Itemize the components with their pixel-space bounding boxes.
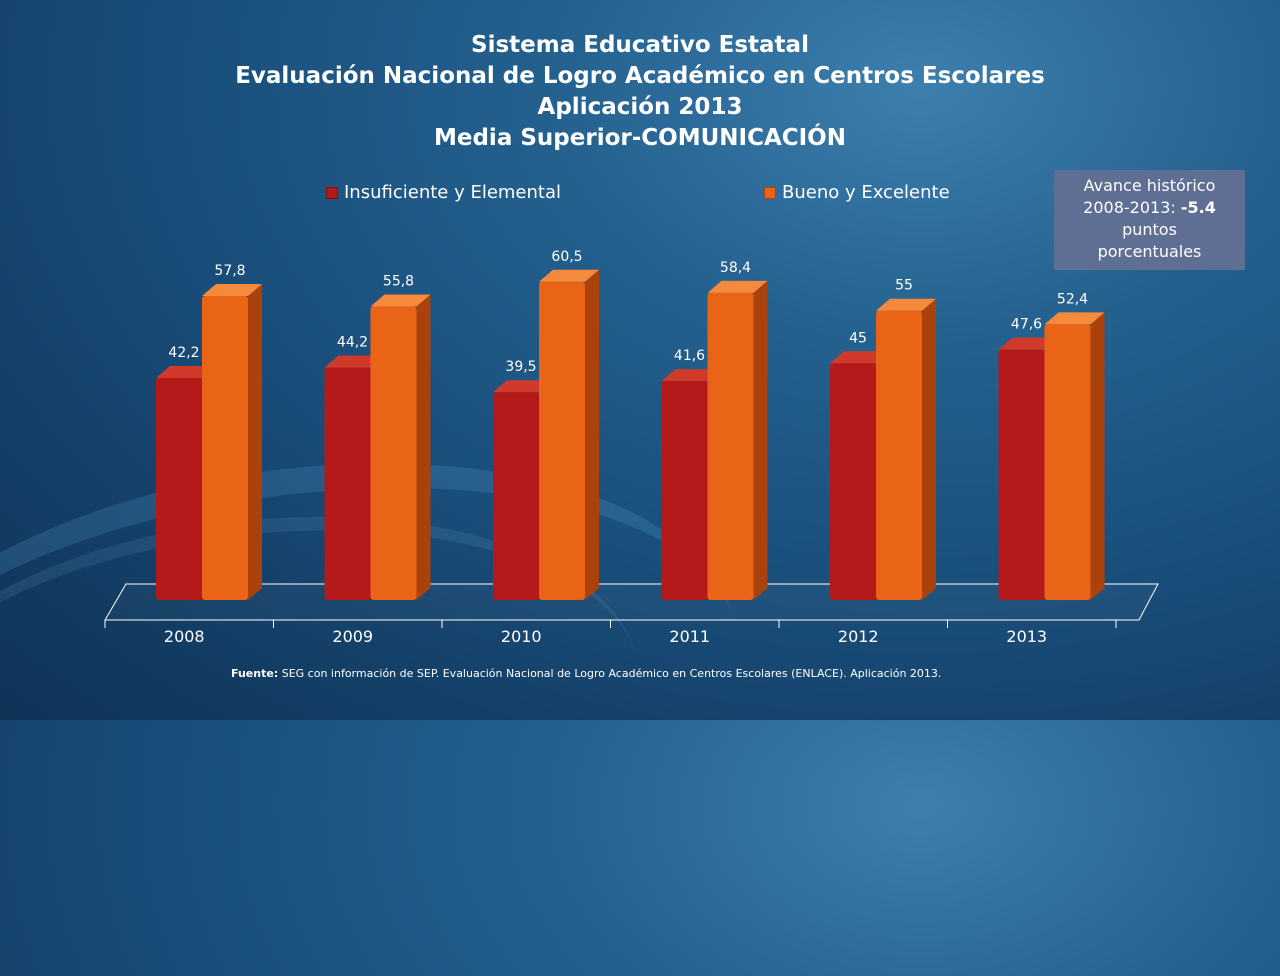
- bar-front: [1044, 324, 1091, 600]
- bar-front: [539, 281, 585, 600]
- bar-front: [998, 349, 1045, 600]
- bar-top: [493, 380, 553, 393]
- data-label-series-1: 42,2: [168, 345, 199, 361]
- note-line-4: porcentuales: [1097, 242, 1202, 261]
- bar-front: [707, 292, 754, 600]
- bar-front: [156, 378, 202, 600]
- bar-side: [753, 280, 768, 600]
- bar-side: [922, 298, 936, 600]
- bar-top: [202, 283, 262, 296]
- data-label-series-1: 39,5: [505, 359, 536, 375]
- data-label-series-2: 60,5: [551, 249, 582, 265]
- data-label-series-2: 52,4: [1057, 291, 1088, 307]
- legend-label-series-2: Bueno y Excelente: [782, 182, 950, 203]
- bar-side: [585, 269, 599, 600]
- bar-2-2013: [1044, 312, 1105, 600]
- bar-front: [661, 381, 708, 600]
- bar-2-2008: [202, 283, 262, 600]
- x-axis-label-2012: 2012: [838, 627, 879, 646]
- bar-top: [707, 280, 768, 293]
- bar-top: [876, 298, 936, 311]
- note-line-3: puntos: [1122, 220, 1177, 239]
- title-line-3: Aplicación 2013: [537, 94, 743, 120]
- legend-item-series-2: Bueno y Excelente: [764, 182, 950, 203]
- x-axis-label-2011: 2011: [669, 627, 710, 646]
- title-line-1: Sistema Educativo Estatal: [471, 32, 809, 58]
- bar-front: [324, 367, 371, 600]
- bar-front: [876, 310, 922, 600]
- note-value: -5.4: [1180, 198, 1216, 217]
- bar-top: [998, 337, 1059, 350]
- bar-front: [202, 295, 248, 600]
- data-label-series-1: 47,6: [1011, 317, 1042, 333]
- bar-top: [370, 294, 431, 307]
- data-label-series-2: 58,4: [720, 260, 751, 276]
- bar-top: [539, 269, 599, 282]
- note-line-1: Avance histórico: [1083, 176, 1216, 195]
- bar-top: [324, 355, 385, 368]
- bar-2-2011: [707, 280, 768, 600]
- note-line-2: 2008-2013: -5.4: [1054, 197, 1245, 219]
- data-label-series-2: 55,8: [383, 273, 414, 289]
- data-label-series-2: 55: [895, 278, 913, 294]
- bar-top: [156, 366, 216, 379]
- bar-top: [830, 351, 890, 364]
- x-axis-label-2008: 2008: [164, 627, 205, 646]
- legend-item-series-1: Insuficiente y Elemental: [326, 182, 561, 203]
- x-axis-label-2010: 2010: [501, 627, 542, 646]
- x-axis-label-2009: 2009: [332, 627, 373, 646]
- bar-2-2012: [876, 298, 936, 600]
- chart-floor: [104, 583, 1159, 621]
- source-footnote: Fuente: SEG con información de SEP. Eval…: [231, 667, 941, 680]
- historical-progress-note: Avance histórico 2008-2013: -5.4 puntos …: [1054, 170, 1245, 270]
- chart-title: Sistema Educativo Estatal Evaluación Nac…: [0, 30, 1280, 154]
- legend-label-series-1: Insuficiente y Elemental: [344, 182, 562, 203]
- bar-side: [1090, 312, 1105, 600]
- note-period: 2008-2013:: [1083, 198, 1176, 217]
- bar-front: [370, 306, 417, 600]
- data-label-series-2: 57,8: [214, 263, 245, 279]
- data-label-series-1: 44,2: [337, 335, 368, 351]
- source-label: Fuente:: [231, 667, 279, 680]
- title-line-2: Evaluación Nacional de Logro Académico e…: [235, 63, 1045, 89]
- x-axis-label-2013: 2013: [1006, 627, 1047, 646]
- data-label-series-1: 41,6: [674, 348, 705, 364]
- source-text: SEG con información de SEP. Evaluación N…: [281, 667, 942, 680]
- bar-top: [661, 369, 722, 382]
- title-line-4: Media Superior-COMUNICACIÓN: [433, 125, 846, 151]
- bar-front: [830, 363, 876, 600]
- bar-front: [493, 392, 539, 600]
- bar-side: [248, 283, 262, 600]
- bar-2-2009: [370, 294, 431, 600]
- bar-top: [1044, 312, 1105, 325]
- data-label-series-1: 45: [849, 330, 867, 346]
- legend-swatch-series-2: [764, 186, 776, 199]
- bar-chart: 42,2 57,8 44,2 55,8 39,5 60,5 41,6 58,4 45 55 47,6…: [104, 249, 1159, 646]
- bar-2-2010: [539, 269, 599, 600]
- legend-swatch-series-1: [326, 186, 338, 199]
- bar-side: [416, 294, 431, 600]
